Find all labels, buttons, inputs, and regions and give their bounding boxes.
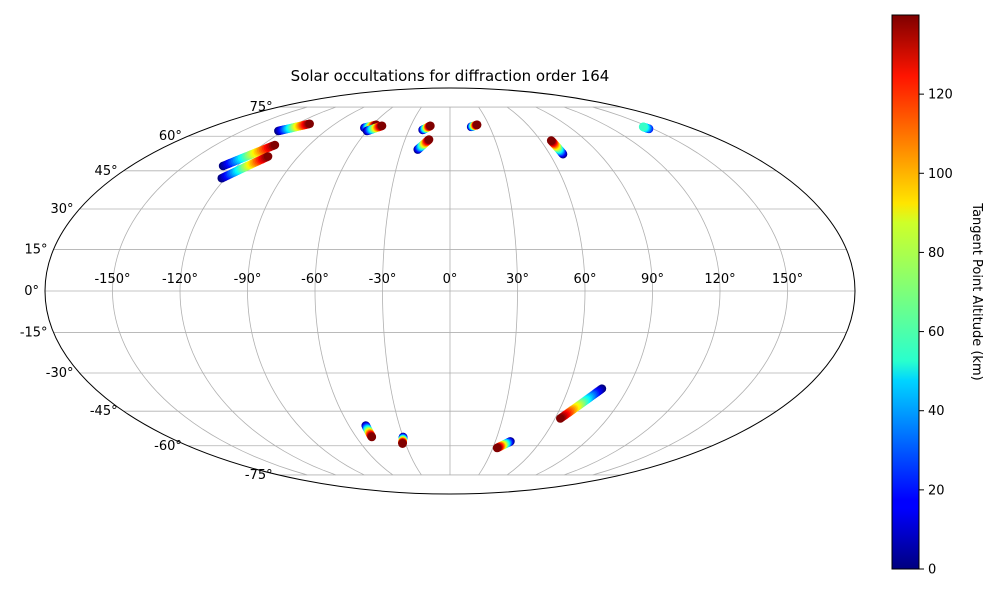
track-point: [305, 119, 314, 129]
latitude-tick-label: 0°: [24, 284, 39, 299]
longitude-gridline: [564, 106, 721, 476]
latitude-tick-label: 60°: [159, 129, 182, 144]
occultation-track: [362, 121, 387, 136]
longitude-gridline: [314, 106, 394, 476]
latitude-tick-label: -15°: [20, 326, 48, 341]
colorbar-label: Tangent Point Altitude (km): [969, 202, 984, 380]
latitude-tick-label: -60°: [154, 439, 182, 454]
longitude-gridline: [112, 106, 308, 476]
longitude-tick-label: 90°: [641, 272, 664, 287]
latitude-tick-label: -30°: [46, 366, 74, 381]
colorbar-gradient: [891, 14, 920, 570]
occultation-track: [398, 432, 408, 448]
longitude-gridline: [247, 106, 365, 476]
grid-lines: [45, 106, 855, 476]
occultation-track: [413, 135, 434, 154]
colorbar-tick-label: 60: [928, 325, 945, 340]
track-point: [472, 120, 482, 130]
track-point: [492, 443, 502, 453]
occultation-track: [546, 136, 568, 159]
longitude-gridline: [382, 106, 422, 476]
latitude-tick-label: 15°: [25, 242, 48, 257]
latitude-tick-label: -45°: [90, 404, 118, 419]
longitude-tick-label: -90°: [234, 272, 262, 287]
colorbar: 0 20 40 60 80 100 120 Tangent Point Altitude (…: [891, 14, 984, 578]
colorbar-tick-label: 20: [928, 483, 945, 498]
occultation-track: [361, 421, 377, 442]
latitude-tick-label: 75°: [250, 100, 273, 115]
track-point: [270, 140, 280, 150]
track-point: [367, 432, 377, 442]
occultation-track: [218, 140, 280, 171]
colorbar-tick-label: 120: [928, 88, 953, 103]
track-point: [546, 136, 556, 145]
longitude-tick-labels: -150° -120° -90° -60° -30° 0° 30° 60° 90° 120° 150…: [94, 272, 803, 287]
latitude-tick-label: 45°: [95, 164, 118, 179]
track-point: [638, 122, 648, 132]
chart-title: Solar occultations for diffraction order…: [291, 67, 610, 85]
track-point: [398, 439, 407, 448]
occultation-track: [418, 121, 435, 135]
longitude-tick-label: -150°: [94, 272, 130, 287]
occultation-track: [638, 122, 654, 134]
occultation-tracks: [217, 119, 654, 453]
map-boundary: [44, 87, 856, 495]
colorbar-tick-label: 100: [928, 167, 953, 182]
latitude-tick-labels: 75° 60° 45° 30° 15° 0° -15° -30° -45° -60° -75°: [20, 100, 273, 483]
longitude-gridline: [535, 106, 653, 476]
occultation-track: [217, 152, 273, 183]
longitude-tick-label: -30°: [369, 272, 397, 287]
longitude-tick-label: 120°: [704, 272, 735, 287]
occultation-track: [556, 384, 607, 423]
longitude-gridline: [478, 106, 518, 476]
longitude-tick-label: 30°: [506, 272, 529, 287]
colorbar-ticks: 0 20 40 60 80 100 120: [919, 88, 953, 578]
colorbar-tick-label: 40: [928, 404, 945, 419]
track-point: [556, 414, 565, 423]
longitude-tick-label: 60°: [573, 272, 596, 287]
track-point: [263, 152, 273, 161]
colorbar-tick-label: 80: [928, 246, 945, 261]
longitude-tick-label: -120°: [162, 272, 198, 287]
track-point: [424, 135, 434, 144]
longitude-gridline: [592, 106, 788, 476]
latitude-tick-label: -75°: [245, 468, 273, 483]
latitude-tick-label: 30°: [50, 202, 73, 217]
colorbar-tick-label: 0: [928, 563, 936, 578]
occultation-track: [466, 120, 482, 132]
longitude-tick-label: 150°: [772, 272, 803, 287]
track-point: [377, 121, 387, 131]
track-point: [426, 121, 435, 131]
occultation-track: [274, 119, 314, 136]
longitude-tick-label: 0°: [443, 272, 458, 287]
occultation-track: [492, 437, 515, 453]
longitude-gridline: [506, 106, 586, 476]
longitude-tick-label: -60°: [301, 272, 329, 287]
